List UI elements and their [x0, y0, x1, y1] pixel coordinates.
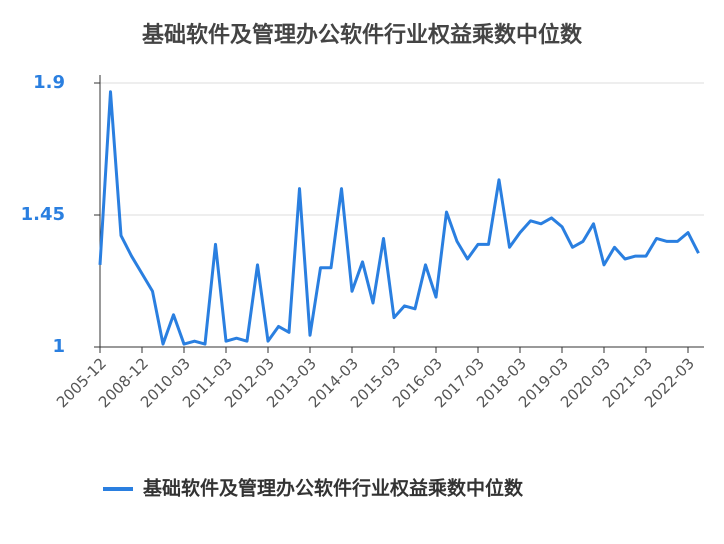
data-line — [98, 90, 700, 346]
chart-title: 基础软件及管理办公软件行业权益乘数中位数 — [142, 22, 583, 48]
legend-label: 基础软件及管理办公软件行业权益乘数中位数 — [142, 477, 524, 500]
y-tick-label: 1.9 — [33, 72, 65, 93]
y-tick-label: 1.45 — [21, 204, 65, 225]
y-tick-label: 1 — [52, 336, 65, 357]
